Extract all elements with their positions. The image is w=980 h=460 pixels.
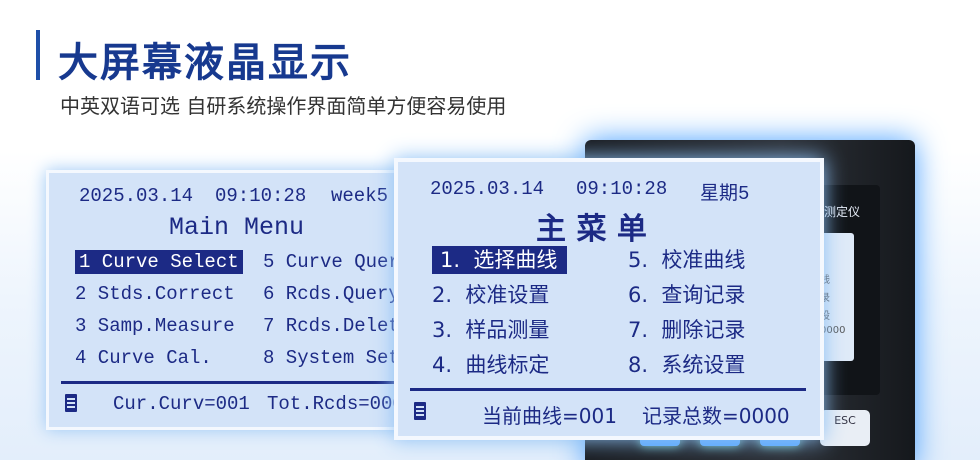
menu-item: 1 Curve Select [75,250,243,274]
battery-icon [414,402,426,420]
title: 大屏幕液晶显示 [58,40,352,86]
menu-item: 8 System Set [263,347,400,369]
menu-item: 6 Rcds.Query [263,283,400,305]
english-screen: 2025.03.14 09:10:28 week5 Main Menu 1 Curve … [46,170,408,430]
screen-title: 主 菜 单 [536,212,647,247]
menu-item: 7 Rcds.Delet [263,315,400,337]
subtitle: 中英双语可选 自研系统操作界面简单方便容易使用 [60,94,507,118]
accent-bar [36,30,40,80]
date: 2025.03.14 [79,185,194,207]
divider [410,388,806,391]
status-curve: Cur.Curv=001 [113,393,250,415]
menu-item: 8. 系统设置 [628,353,746,377]
menu-item: 5. 校准曲线 [628,248,746,272]
weekday: 星期5 [700,183,750,205]
chinese-screen: 2025.03.14 09:10:28 星期5 主 菜 单 1. 选择曲线 2. 校准设置… [394,158,824,440]
menu-item: 4 Curve Cal. [75,347,212,369]
menu-item: 6. 查询记录 [628,283,746,307]
time: 09:10:28 [576,178,668,200]
menu-item: 3 Samp.Measure [75,315,235,337]
esc-text: ESC [834,414,856,427]
menu-item: 2 Stds.Correct [75,283,235,305]
menu-item: 7. 删除记录 [628,318,746,342]
panel-text: 0000 [820,325,846,336]
panel-text: 录 [820,293,830,304]
divider [61,381,405,384]
device-label: 测定仪 [824,205,861,219]
panel-text: 设 [820,311,830,322]
date: 2025.03.14 [430,178,545,200]
menu-item: 1. 选择曲线 [432,246,568,274]
screen-title: Main Menu [169,213,305,242]
esc-button: ESC [820,410,870,446]
menu-item: 3. 样品测量 [432,318,550,342]
status-curve: 当前曲线=001 [482,404,617,428]
weekday: week5 [331,185,389,207]
menu-item: 2. 校准设置 [432,283,550,307]
time: 09:10:28 [215,185,307,207]
panel-text: 线 [820,275,830,286]
battery-icon [65,394,77,412]
menu-item: 4. 曲线标定 [432,353,550,377]
status-records: Tot.Rcds=000 [267,393,404,415]
menu-item: 5 Curve Quer [263,251,400,273]
status-records: 记录总数=0000 [642,404,790,428]
